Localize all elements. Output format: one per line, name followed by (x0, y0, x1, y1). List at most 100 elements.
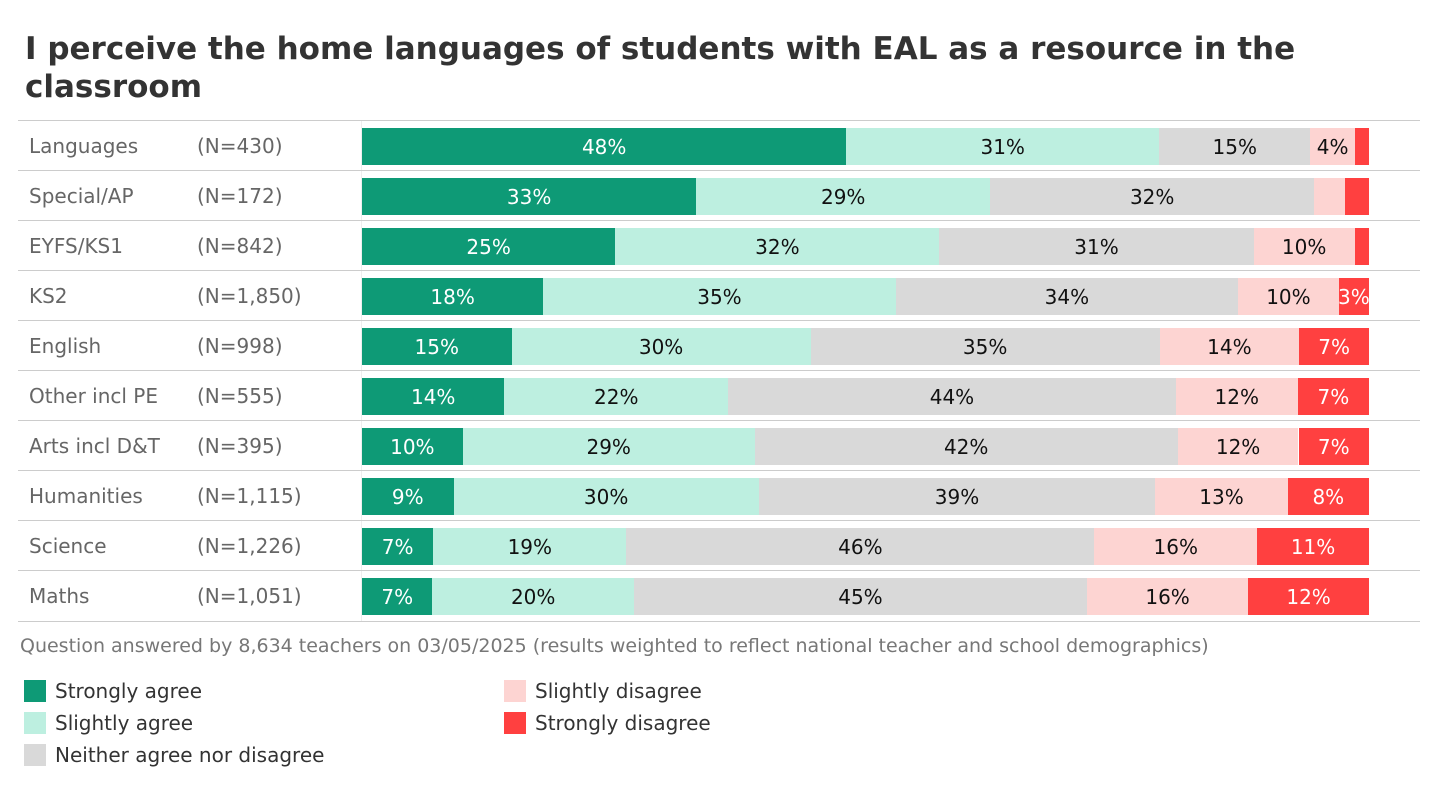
bar-segment-slightly-disagree: 10% (1253, 228, 1355, 265)
sample-size-label: (N=395) (197, 434, 283, 458)
bar-segment-strongly-disagree: 12% (1248, 578, 1369, 615)
stacked-bar-chart: Languages (N=430) 48% 31% 15% 4% Special/AP (N=… (0, 120, 1440, 622)
legend-label: Slightly agree (55, 711, 194, 735)
bar-segment-strongly-agree: 9% (362, 478, 454, 515)
legend-item: Slightly disagree (504, 679, 702, 703)
bar-segment-neither-agree-nor-disagree: 42% (754, 428, 1178, 465)
data-label: 7% (381, 584, 414, 609)
bar-segment-slightly-agree: 22% (504, 378, 729, 415)
bar-segment-neither-agree-nor-disagree: 39% (758, 478, 1156, 515)
sample-size-label: (N=1,115) (197, 484, 302, 508)
data-label: 34% (1044, 284, 1090, 309)
data-label: 35% (697, 284, 742, 309)
bar-segment-slightly-agree: 30% (453, 478, 759, 515)
bar-segment-strongly-disagree (1354, 128, 1369, 165)
bar-segment-neither-agree-nor-disagree: 34% (895, 278, 1239, 315)
data-label: 35% (962, 334, 1008, 359)
data-label: 10% (390, 434, 435, 459)
data-label: 12% (1215, 434, 1261, 459)
bar-segment-strongly-disagree: 3% (1338, 278, 1370, 315)
data-label: 20% (510, 584, 556, 609)
bar-row: Other incl PE (N=555) 14% 22% 44% 12% 7% (18, 370, 1420, 421)
data-label: 48% (581, 134, 627, 159)
data-label: 15% (414, 334, 459, 359)
sample-size-label: (N=1,850) (197, 284, 302, 308)
category-label: EYFS/KS1 (29, 234, 123, 258)
category-label: KS2 (29, 284, 68, 308)
bar-segment-slightly-agree: 20% (432, 578, 634, 615)
bar-row: Languages (N=430) 48% 31% 15% 4% (18, 120, 1420, 171)
bar-segment-neither-agree-nor-disagree: 31% (939, 228, 1254, 265)
sample-size-label: (N=842) (197, 234, 283, 258)
bar-segment-slightly-disagree: 16% (1094, 528, 1258, 565)
legend-label: Neither agree nor disagree (55, 743, 325, 767)
bar-segment-neither-agree-nor-disagree: 35% (810, 328, 1160, 365)
bar-row: Special/AP (N=172) 33% 29% 32% (18, 170, 1420, 221)
bar-segment-slightly-disagree: 16% (1087, 578, 1249, 615)
category-label: English (29, 334, 102, 358)
data-label: 16% (1153, 534, 1198, 559)
bar-row: Science (N=1,226) 7% 19% 46% 16% 11% (18, 520, 1420, 571)
data-label: 7% (1317, 384, 1350, 409)
legend-item: Slightly agree (24, 711, 193, 735)
bar-segment-strongly-disagree (1344, 178, 1369, 215)
bar-segment-strongly-agree: 7% (362, 528, 434, 565)
bar-segment-slightly-disagree (1314, 178, 1345, 215)
bar-segment-neither-agree-nor-disagree: 32% (990, 178, 1315, 215)
legend-swatch (504, 712, 526, 734)
bar-segment-slightly-agree: 29% (696, 178, 991, 215)
data-label: 31% (980, 134, 1025, 159)
data-label: 46% (838, 534, 883, 559)
legend-label: Slightly disagree (535, 679, 702, 703)
sample-size-label: (N=998) (197, 334, 283, 358)
data-label: 44% (929, 384, 975, 409)
bar-row: KS2 (N=1,850) 18% 35% 34% 10% 3% (18, 270, 1420, 321)
bar-segment-strongly-agree: 10% (362, 428, 463, 465)
bar-row: English (N=998) 15% 30% 35% 14% 7% (18, 320, 1420, 371)
data-label: 29% (586, 434, 631, 459)
data-label: 15% (1212, 134, 1257, 159)
bar-segment-strongly-agree: 25% (362, 228, 616, 265)
bar-segment-neither-agree-nor-disagree: 46% (626, 528, 1095, 565)
bar-segment-slightly-disagree: 13% (1155, 478, 1288, 515)
category-label: Languages (29, 134, 139, 158)
bar-segment-strongly-agree: 7% (362, 578, 433, 615)
axis-line (361, 321, 362, 371)
data-label: 19% (507, 534, 553, 559)
sample-size-label: (N=172) (197, 184, 283, 208)
category-label: Arts incl D&T (29, 434, 160, 458)
data-label: 33% (506, 184, 552, 209)
axis-line (361, 121, 362, 171)
bar-segment-slightly-disagree: 12% (1177, 428, 1299, 465)
bar-segment-slightly-agree: 31% (846, 128, 1160, 165)
axis-line (361, 371, 362, 421)
bar-segment-slightly-disagree: 4% (1310, 128, 1355, 165)
axis-line (361, 221, 362, 271)
data-label: 10% (1266, 284, 1311, 309)
bar-segment-strongly-disagree: 7% (1297, 378, 1369, 415)
data-label: 3% (1338, 284, 1370, 309)
bar-segment-slightly-disagree: 10% (1238, 278, 1339, 315)
bar-row: EYFS/KS1 (N=842) 25% 32% 31% 10% (18, 220, 1420, 271)
bar-segment-slightly-disagree: 12% (1175, 378, 1298, 415)
data-label: 31% (1074, 234, 1119, 259)
bar-segment-slightly-agree: 29% (462, 428, 755, 465)
bar-segment-neither-agree-nor-disagree: 44% (728, 378, 1176, 415)
axis-line (361, 171, 362, 221)
category-label: Humanities (29, 484, 143, 508)
bar-segment-slightly-disagree: 14% (1159, 328, 1300, 365)
category-label: Other incl PE (29, 384, 158, 408)
data-label: 22% (594, 384, 639, 409)
data-label: 7% (381, 534, 414, 559)
data-label: 10% (1281, 234, 1327, 259)
category-label: Special/AP (29, 184, 134, 208)
legend-label: Strongly agree (55, 679, 203, 703)
legend-swatch (24, 744, 46, 766)
bar-row: Maths (N=1,051) 7% 20% 45% 16% 12% (18, 570, 1420, 622)
bar-segment-slightly-agree: 19% (433, 528, 627, 565)
axis-line (361, 271, 362, 321)
data-label: 13% (1199, 484, 1244, 509)
sample-size-label: (N=555) (197, 384, 283, 408)
category-label: Science (29, 534, 107, 558)
bar-segment-neither-agree-nor-disagree: 15% (1159, 128, 1311, 165)
